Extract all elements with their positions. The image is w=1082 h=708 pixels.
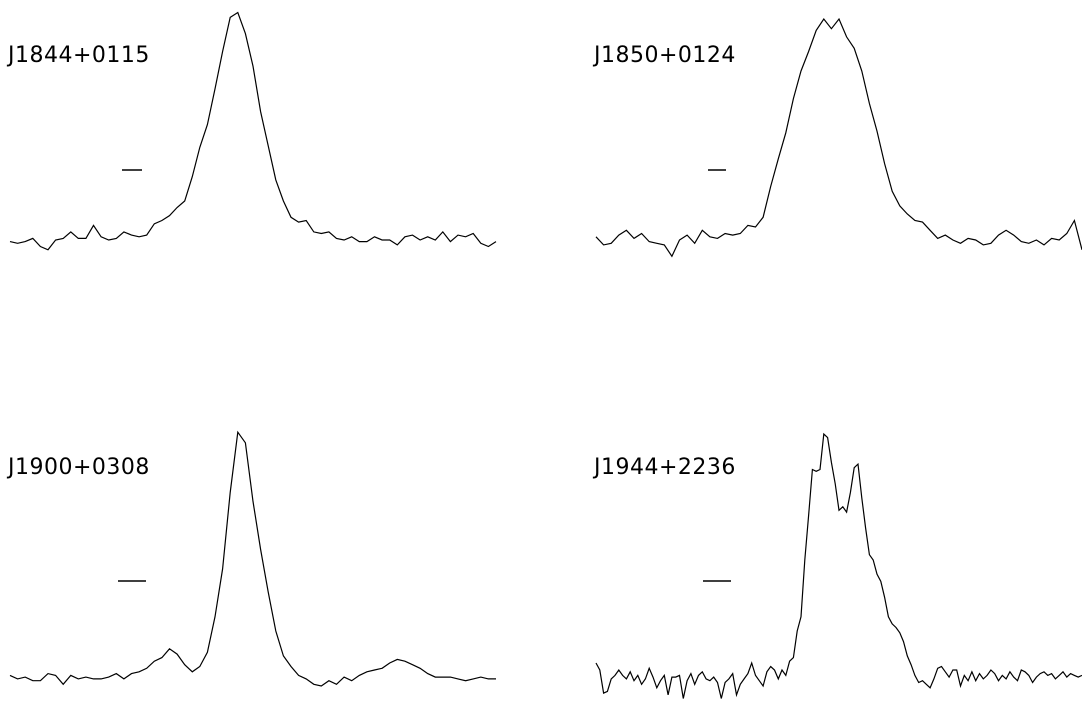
profile-series-line <box>9 11 497 251</box>
profile-panel-j1944: J1944+2236 <box>592 432 1082 699</box>
profile-series-line <box>9 430 496 687</box>
panel-label: J1850+0124 <box>592 43 736 68</box>
profile-panel-j1850: J1850+0124 <box>592 17 1082 258</box>
profile-series-line <box>595 17 1082 258</box>
profile-panel-j1844: J1844+0115 <box>6 11 497 251</box>
panel-label: J1900+0308 <box>6 455 150 480</box>
profile-series-line <box>595 432 1082 699</box>
profile-panel-j1900: J1900+0308 <box>6 430 496 687</box>
panel-label: J1844+0115 <box>6 43 150 68</box>
panel-label: J1944+2236 <box>592 455 736 480</box>
